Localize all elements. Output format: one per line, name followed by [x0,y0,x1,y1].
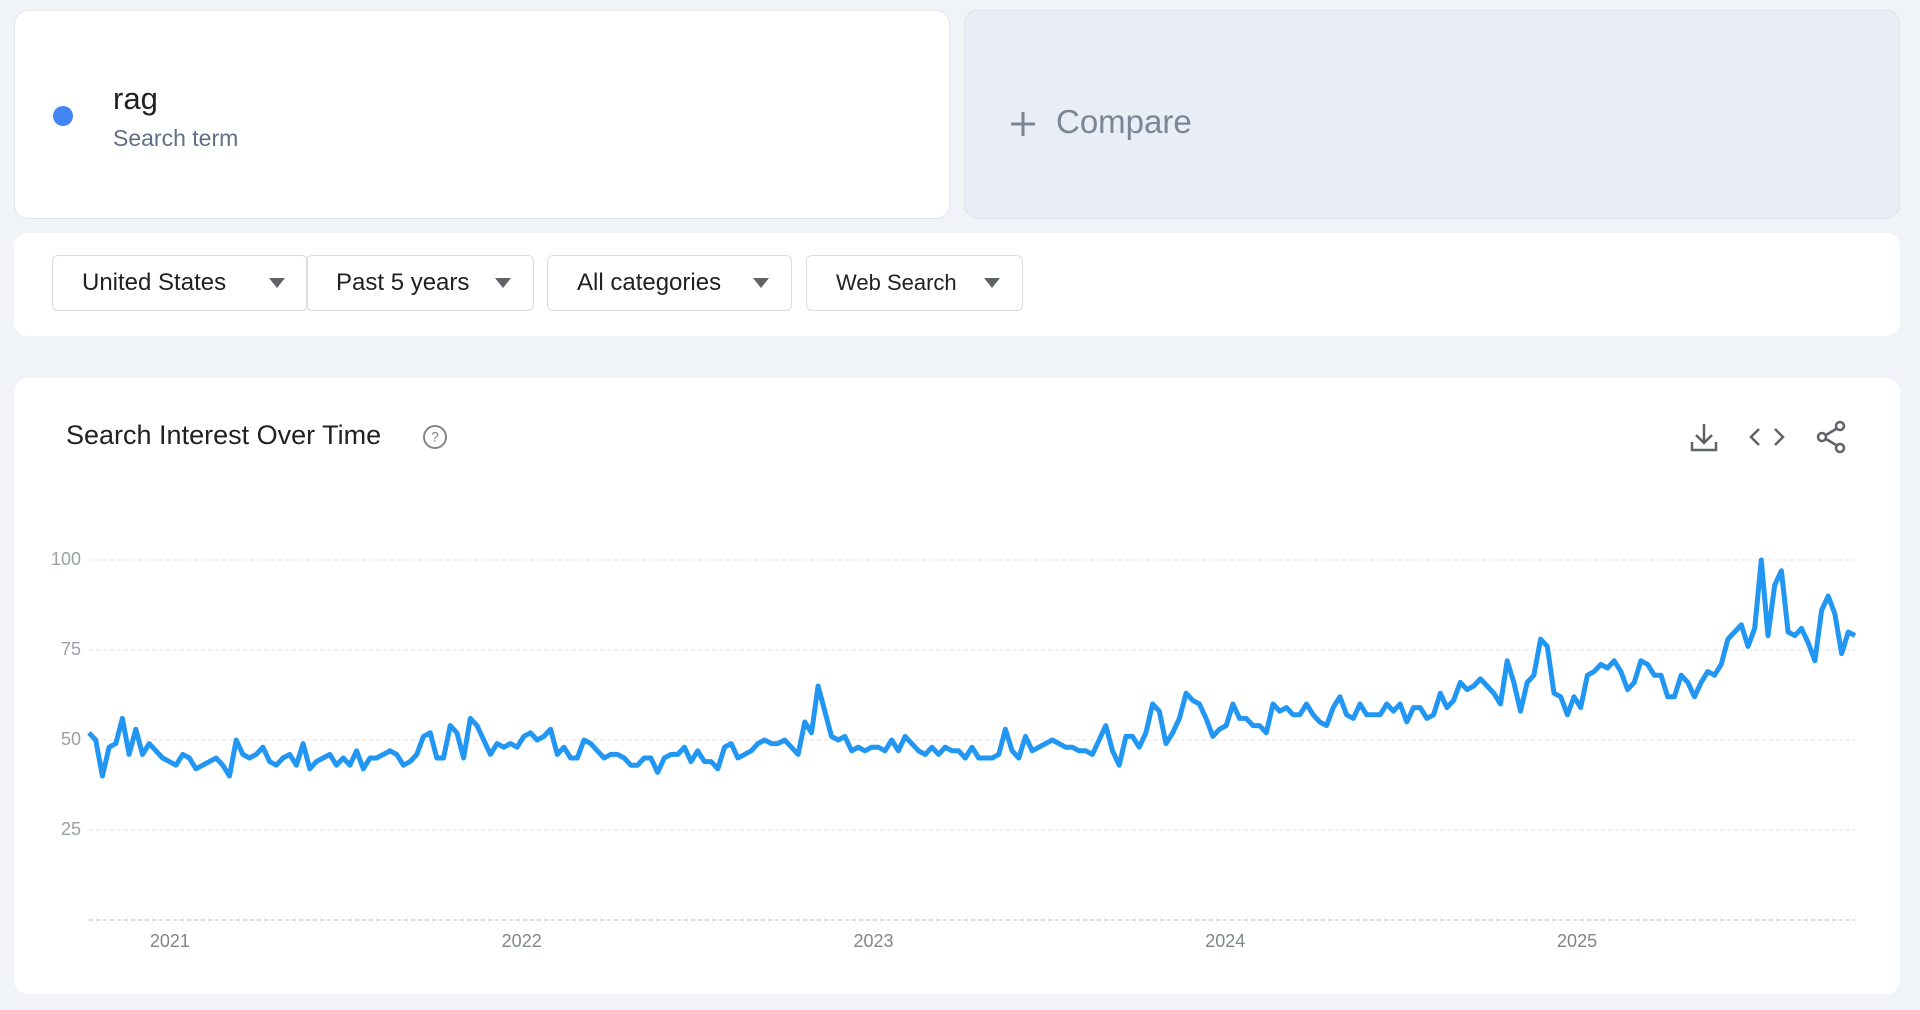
filter-label: Web Search [836,270,957,295]
trend-line [87,557,1857,779]
filter-label: United States [82,269,227,296]
x-tick-label: 2025 [1557,931,1597,951]
dropdown-arrow [269,278,285,288]
filter-label: Past 5 years [336,269,470,296]
filter-bar: United States Past 5 years All categorie… [14,233,1900,336]
filter-button[interactable]: Past 5 years [306,255,534,311]
term-dot [53,106,73,126]
filter-button[interactable]: United States [52,255,308,311]
y-tick-label: 25 [61,819,81,839]
help-icon[interactable]: ? [423,425,447,449]
term-subtitle: Search term [113,125,239,151]
share-icon[interactable] [1816,420,1846,454]
x-tick-label: 2023 [853,931,893,951]
compare-label: Compare [1056,103,1192,140]
x-tick-label: 2022 [502,931,542,951]
dropdown-arrow [984,278,1000,288]
chart: Search Interest Over Time ? 25 50 75 100 202… [51,420,1857,951]
dropdown-arrow [495,278,511,288]
y-tick-label: 50 [61,729,81,749]
term-card[interactable]: rag Search term [14,10,950,219]
filter-label: All categories [577,269,722,296]
x-tick-label: 2024 [1205,931,1245,951]
dropdown-arrow [753,278,769,288]
filter-button[interactable]: All categories [547,255,792,311]
y-tick-label: 75 [61,639,81,659]
plus-icon [1011,112,1035,136]
filter-button[interactable]: Web Search [806,255,1023,311]
x-tick-label: 2021 [150,931,190,951]
download-icon[interactable] [1690,424,1718,452]
compare-card[interactable]: Compare [964,10,1900,219]
embed-icon[interactable] [1749,428,1785,446]
term: rag [113,81,158,116]
y-tick-label: 100 [51,549,81,569]
chart-title: Search Interest Over Time [66,420,381,450]
svg-text:?: ? [431,429,439,445]
chart-card: Search Interest Over Time ? 25 50 75 100 202… [14,378,1900,994]
